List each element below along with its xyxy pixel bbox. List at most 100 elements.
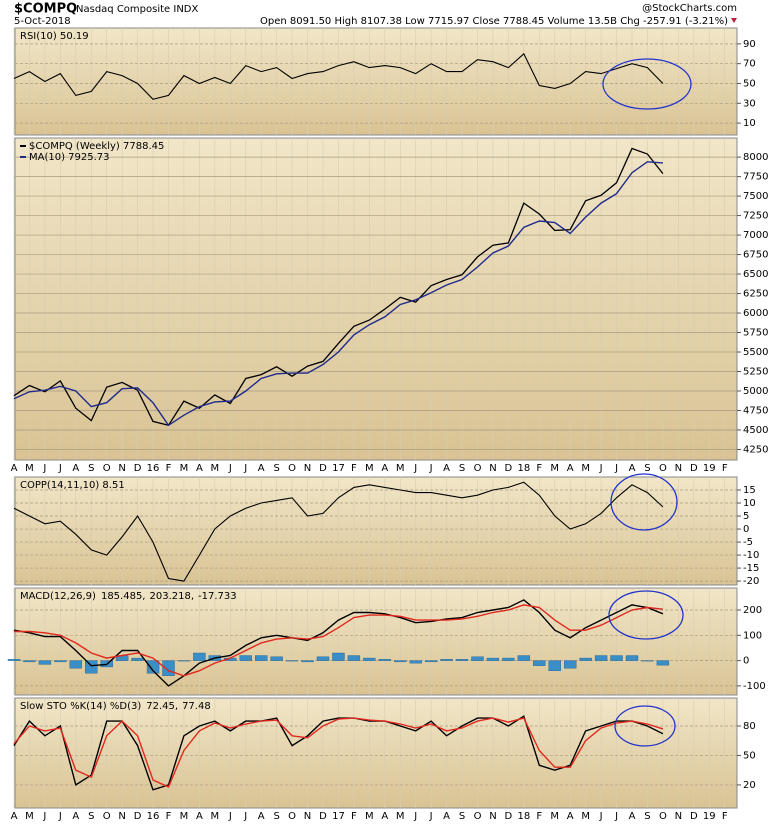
y-tick-label: 6250 xyxy=(743,289,768,300)
x-tick-label: M xyxy=(180,811,189,822)
panel-title: MACD(12,26,9) xyxy=(20,591,96,602)
x-tick-label: D xyxy=(690,463,698,474)
x-tick-label: 19 xyxy=(703,463,716,474)
histogram-bar xyxy=(641,660,654,662)
x-tick-label: O xyxy=(474,811,482,822)
legend-label: 72.45, xyxy=(146,701,178,712)
histogram-bar xyxy=(131,657,144,661)
histogram-bar xyxy=(610,655,623,661)
histogram-bar xyxy=(54,660,67,663)
x-tick-label: M xyxy=(550,463,559,474)
series-line xyxy=(13,161,663,427)
x-tick-label: M xyxy=(365,811,374,822)
x-tick-label: O xyxy=(659,811,667,822)
x-tick-label: O xyxy=(103,463,111,474)
histogram-bar xyxy=(625,655,639,661)
histogram-bar xyxy=(301,660,314,663)
y-tick-label: 10 xyxy=(743,118,756,129)
y-tick-label: 7000 xyxy=(743,230,768,241)
x-tick-label: F xyxy=(536,463,542,474)
y-tick-label: 90 xyxy=(743,39,756,50)
x-tick-label: D xyxy=(134,811,142,822)
y-tick-label: -15 xyxy=(743,563,759,574)
x-tick-label: M xyxy=(550,811,559,822)
x-tick-label: J xyxy=(413,811,417,822)
x-tick-label: N xyxy=(675,811,682,822)
x-tick-label: N xyxy=(118,463,125,474)
x-tick-label: 19 xyxy=(703,811,716,822)
histogram-bar xyxy=(533,660,546,666)
y-tick-label: -20 xyxy=(743,576,759,587)
histogram-bar xyxy=(85,660,98,674)
x-tick-label: J xyxy=(58,463,62,474)
x-tick-label: A xyxy=(629,463,636,474)
y-tick-label: 6000 xyxy=(743,308,768,319)
x-tick-label: A xyxy=(567,811,574,822)
y-tick-label: 7750 xyxy=(743,172,768,183)
x-tick-label: M xyxy=(365,463,374,474)
y-tick-label: 7500 xyxy=(743,191,768,202)
y-tick-label: 8000 xyxy=(743,152,768,163)
index-name: Nasdaq Composite INDX xyxy=(76,4,198,15)
x-tick-label: F xyxy=(166,463,172,474)
x-tick-label: M xyxy=(211,811,220,822)
y-tick-label: -10 xyxy=(743,550,759,561)
x-tick-label: A xyxy=(196,811,203,822)
x-tick-label: J xyxy=(42,811,46,822)
histogram-bar xyxy=(146,660,160,674)
x-tick-label: N xyxy=(304,463,311,474)
quote: Open 8091.50 High 8107.38 Low 7715.97 Cl… xyxy=(260,16,728,27)
x-tick-label: J xyxy=(58,811,62,822)
x-tick-label: J xyxy=(599,463,603,474)
x-tick-label: A xyxy=(443,811,450,822)
histogram-bar xyxy=(517,655,531,661)
histogram-bar xyxy=(347,655,361,661)
x-tick-label: S xyxy=(644,463,650,474)
histogram-bar xyxy=(394,660,407,663)
x-tick-label: O xyxy=(103,811,111,822)
x-tick-label: A xyxy=(381,463,388,474)
x-tick-label: M xyxy=(581,463,590,474)
y-tick-label: 4500 xyxy=(743,425,768,436)
x-tick-label: A xyxy=(72,811,79,822)
x-tick-label: A xyxy=(72,463,79,474)
x-tick-label: A xyxy=(258,811,265,822)
histogram-bar xyxy=(193,652,206,661)
y-tick-label: 6500 xyxy=(743,269,768,280)
y-tick-label: 6750 xyxy=(743,250,768,261)
y-tick-label: 5500 xyxy=(743,347,768,358)
x-tick-label: M xyxy=(25,463,34,474)
x-tick-label: A xyxy=(567,463,574,474)
y-tick-label: 5000 xyxy=(743,386,768,397)
histogram-bar xyxy=(424,660,438,663)
x-tick-label: J xyxy=(243,811,247,822)
y-tick-label: 4750 xyxy=(743,405,768,416)
y-tick-label: 4250 xyxy=(743,444,768,455)
x-tick-label: N xyxy=(304,811,311,822)
x-tick-label: A xyxy=(11,811,18,822)
y-tick-label: 100 xyxy=(743,630,762,641)
histogram-bar xyxy=(270,656,283,661)
series-line xyxy=(13,481,664,582)
x-tick-label: S xyxy=(459,811,465,822)
x-tick-label: J xyxy=(228,811,232,822)
x-tick-label: S xyxy=(273,811,279,822)
x-tick-label: F xyxy=(722,463,728,474)
x-tick-label: M xyxy=(211,463,220,474)
legend-label: 185.485, xyxy=(101,591,146,602)
y-tick-label: 5250 xyxy=(743,367,768,378)
x-tick-label: D xyxy=(134,463,142,474)
x-tick-label: D xyxy=(505,463,513,474)
x-tick-label: D xyxy=(319,811,327,822)
x-tick-label: O xyxy=(659,463,667,474)
y-tick-label: 20 xyxy=(743,780,756,791)
histogram-bar xyxy=(486,657,500,661)
x-tick-label: J xyxy=(413,463,417,474)
series-line xyxy=(13,599,664,687)
y-tick-label: 70 xyxy=(743,59,756,70)
histogram-bar xyxy=(502,657,515,661)
x-tick-label: 18 xyxy=(517,463,530,474)
x-tick-label: S xyxy=(88,811,94,822)
